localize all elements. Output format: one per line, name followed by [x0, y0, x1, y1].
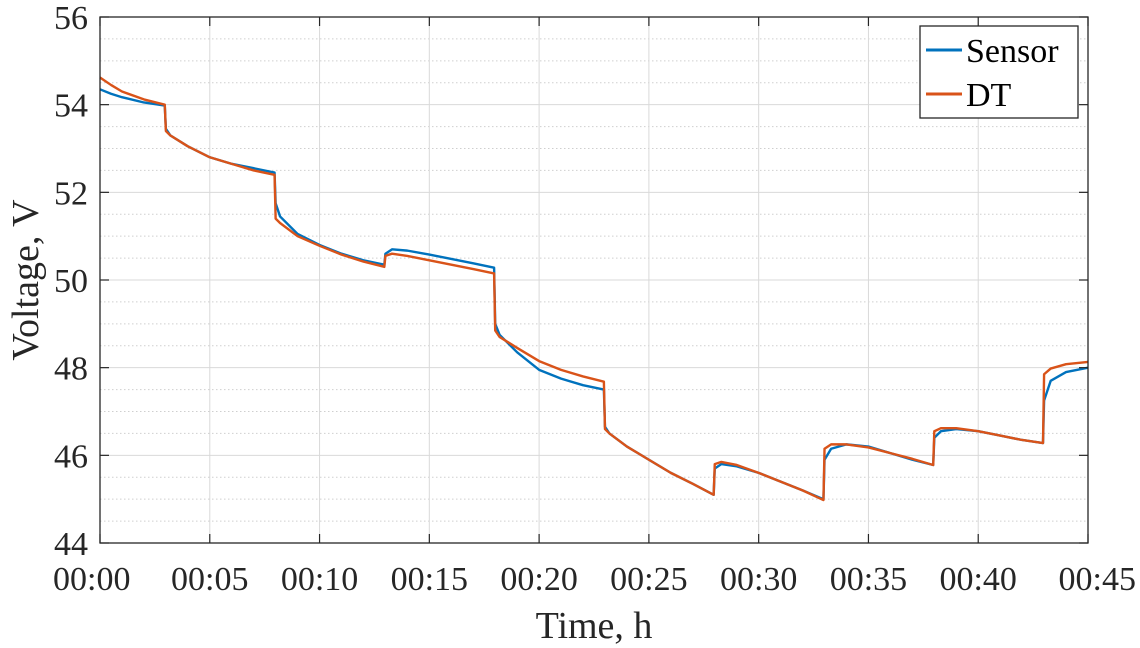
legend-label-sensor: Sensor — [966, 33, 1059, 70]
legend: Sensor DT — [919, 25, 1079, 119]
y-tick-labels: 44 46 48 50 52 54 56 — [54, 0, 88, 563]
x-tick-labels: 00:00 00:05 00:10 00:15 00:20 00:25 00:30 00:35… — [53, 561, 1136, 598]
x-tick-label: 00:20 — [500, 561, 577, 598]
y-tick-label: 44 — [54, 526, 88, 563]
major-grid — [99, 16, 1089, 544]
x-tick-label: 00:40 — [939, 561, 1016, 598]
legend-box — [919, 25, 1079, 119]
y-tick-label: 48 — [54, 351, 88, 388]
x-tick-label: 00:05 — [171, 561, 248, 598]
series-lines — [99, 76, 1089, 502]
x-tick-label: 00:10 — [281, 561, 358, 598]
y-tick-label: 52 — [54, 175, 88, 212]
series-line-dt — [99, 76, 1089, 502]
y-tick-label: 54 — [54, 88, 88, 125]
y-tick-label: 50 — [54, 263, 88, 300]
x-tick-label: 00:00 — [53, 561, 130, 598]
y-axis-label: Voltage, V — [5, 199, 47, 361]
y-tick-label: 56 — [54, 0, 88, 37]
x-tick-label: 00:35 — [830, 561, 907, 598]
x-axis-label: Time, h — [536, 605, 653, 647]
axis-ticks — [99, 16, 1089, 544]
legend-label-dt: DT — [966, 77, 1012, 114]
x-tick-label: 00:30 — [720, 561, 797, 598]
x-tick-label: 00:45 — [1059, 561, 1136, 598]
minor-grid — [100, 38, 1088, 522]
y-tick-label: 46 — [54, 438, 88, 475]
x-tick-label: 00:25 — [610, 561, 687, 598]
x-tick-label: 00:15 — [391, 561, 468, 598]
